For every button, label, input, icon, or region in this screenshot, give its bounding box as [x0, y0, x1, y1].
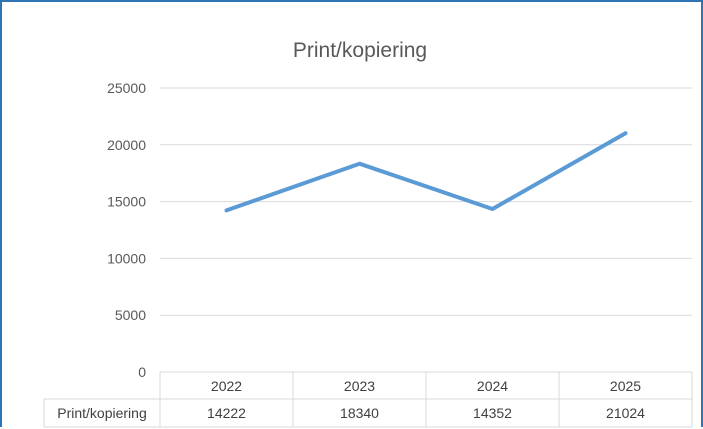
y-tick-label: 15000: [107, 194, 146, 210]
series-lines: [224, 131, 628, 213]
y-tick-label: 10000: [107, 250, 146, 266]
y-tick-label: 25000: [107, 80, 146, 96]
y-axis-tick-labels: 0 5000 10000 15000 20000 25000: [107, 80, 146, 380]
table-value-cell: 21024: [606, 405, 645, 421]
x-category-label: 2022: [211, 378, 242, 394]
series-line: [224, 131, 628, 213]
y-tick-label: 0: [138, 364, 146, 380]
data-table: 2022 2023 2024 2025 Print/kopiering 14222 1834…: [43, 371, 693, 428]
x-category-label: 2023: [344, 378, 375, 394]
y-tick-label: 20000: [107, 137, 146, 153]
table-value-cell: 14352: [473, 405, 512, 421]
table-value-cell: 18340: [340, 405, 379, 421]
chart-title: Print/kopiering: [293, 39, 427, 62]
table-row-header: Print/kopiering: [57, 405, 147, 421]
x-category-label: 2024: [477, 378, 508, 394]
y-tick-label: 5000: [115, 307, 146, 323]
gridlines: [160, 87, 692, 316]
table-value-cell: 14222: [207, 405, 246, 421]
x-category-label: 2025: [610, 378, 641, 394]
